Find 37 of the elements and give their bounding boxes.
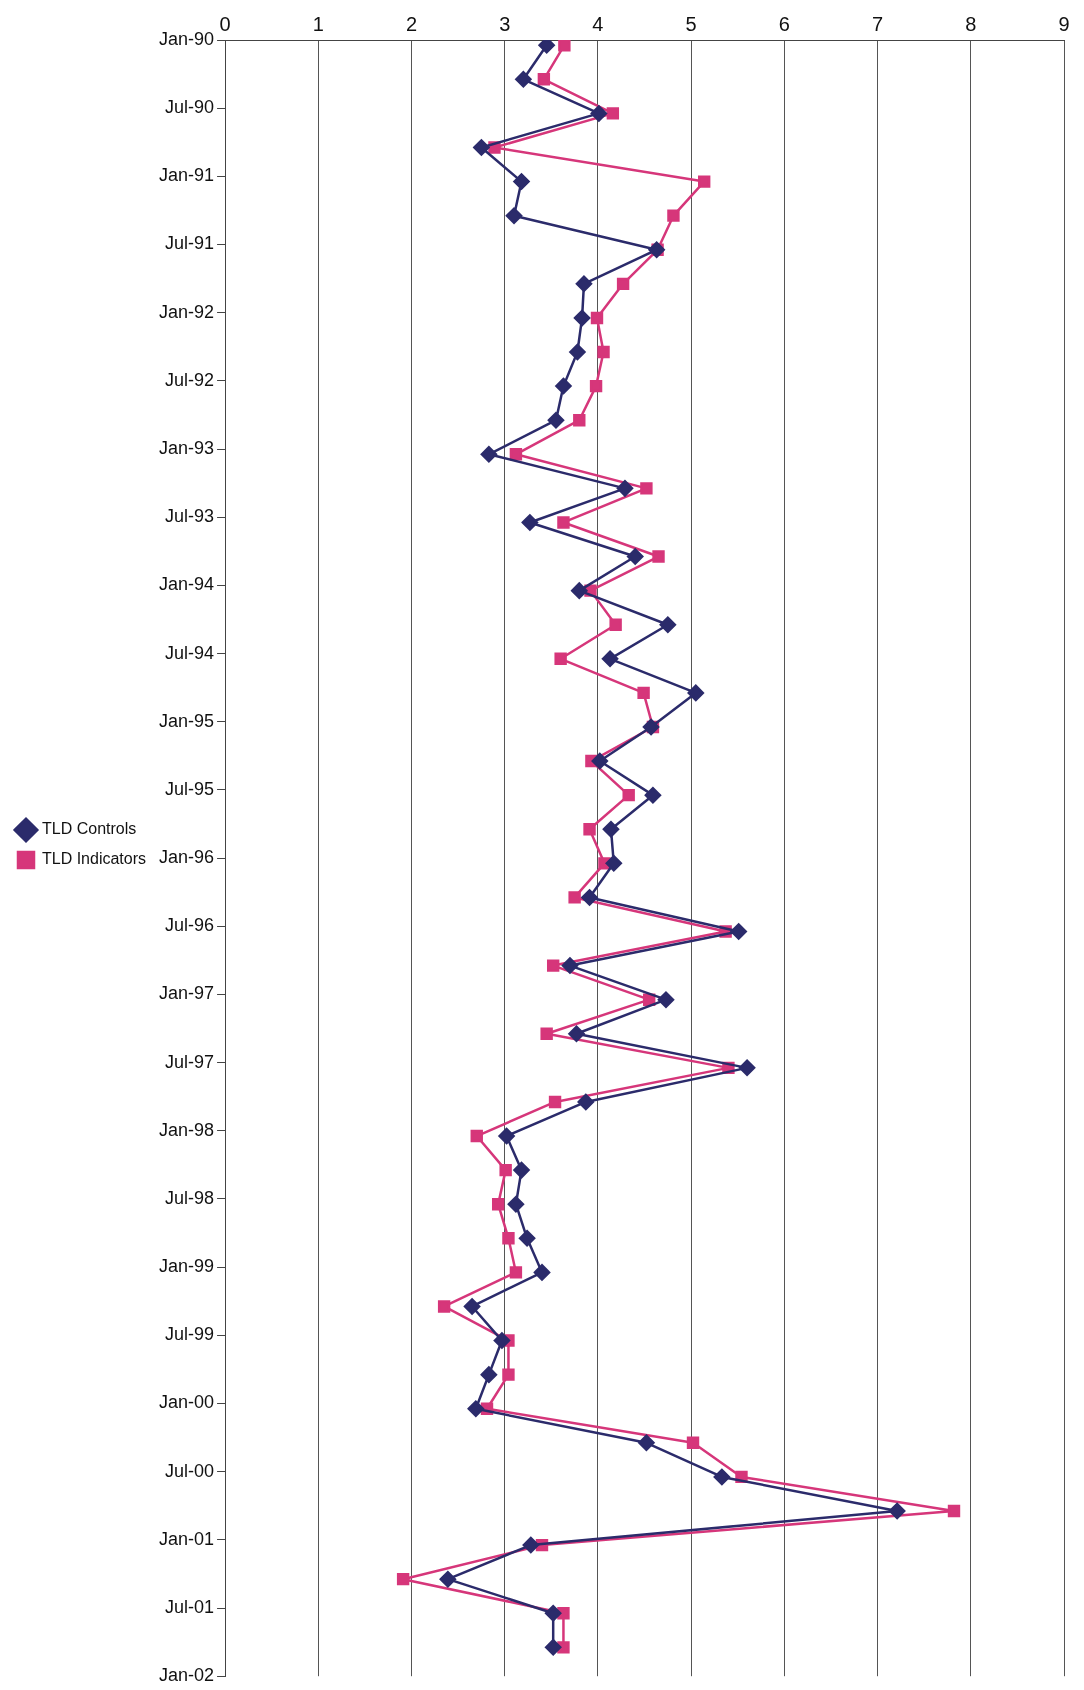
- y-tick-label: Jan-95: [159, 710, 215, 731]
- y-tick-label: Jul-01: [165, 1596, 215, 1617]
- y-tick-label: Jan-90: [159, 28, 215, 49]
- y-tick-label: Jul-91: [165, 233, 215, 254]
- x-tick-label: 3: [499, 12, 511, 35]
- y-tick-label: Jan-96: [159, 847, 215, 868]
- y-tick-label: Jul-94: [165, 642, 215, 663]
- x-tick-label: 6: [778, 12, 790, 35]
- y-tick-label: Jan-01: [159, 1528, 215, 1549]
- x-tick-label: 9: [1058, 12, 1070, 35]
- y-tick-label: Jan-97: [159, 983, 215, 1004]
- x-tick-label: 0: [219, 12, 231, 35]
- x-tick-label: 7: [872, 12, 884, 35]
- y-tick-label: Jan-02: [159, 1665, 215, 1686]
- x-tick-label: 4: [592, 12, 604, 35]
- y-tick-label: Jan-94: [159, 574, 215, 595]
- y-tick-label: Jul-98: [165, 1187, 215, 1208]
- y-tick-label: Jan-93: [159, 438, 215, 459]
- y-tick-label: Jan-91: [159, 165, 215, 186]
- x-tick-label: 8: [965, 12, 977, 35]
- y-tick-label: Jul-95: [165, 778, 215, 799]
- legend-label: TLD Indicators: [42, 850, 147, 868]
- y-tick-label: Jul-00: [165, 1460, 215, 1481]
- y-tick-label: Jul-96: [165, 915, 215, 936]
- y-tick-label: Jul-99: [165, 1324, 215, 1345]
- y-tick-label: Jan-99: [159, 1256, 215, 1277]
- y-tick-label: Jul-90: [165, 97, 215, 118]
- y-tick-label: Jan-00: [159, 1392, 215, 1413]
- y-tick-label: Jan-98: [159, 1119, 215, 1140]
- y-tick-label: Jan-92: [159, 301, 215, 322]
- y-tick-label: Jul-97: [165, 1051, 215, 1072]
- legend-label: TLD Controls: [42, 820, 137, 838]
- y-tick-label: Jul-93: [165, 506, 215, 527]
- x-tick-label: 2: [405, 12, 418, 35]
- y-tick-label: Jul-92: [165, 369, 215, 390]
- x-tick-label: 1: [312, 12, 324, 35]
- x-tick-label: 5: [685, 12, 697, 35]
